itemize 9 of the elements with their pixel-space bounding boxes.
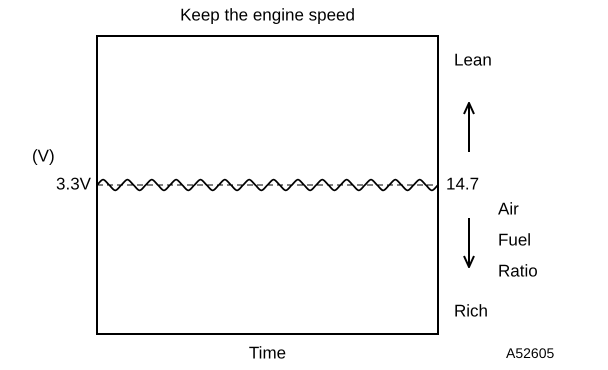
chart-title: Keep the engine speed <box>180 6 355 25</box>
text: 14.7 <box>446 174 480 194</box>
text: A52605 <box>506 344 554 361</box>
x-axis-title: Time <box>248 344 286 363</box>
text: Air Fuel Ratio <box>498 200 538 281</box>
ref-line-label: 3.3V <box>56 174 92 194</box>
text: Rich <box>454 302 488 321</box>
y-axis-title: (V) <box>32 146 55 166</box>
text: Lean <box>454 50 492 70</box>
